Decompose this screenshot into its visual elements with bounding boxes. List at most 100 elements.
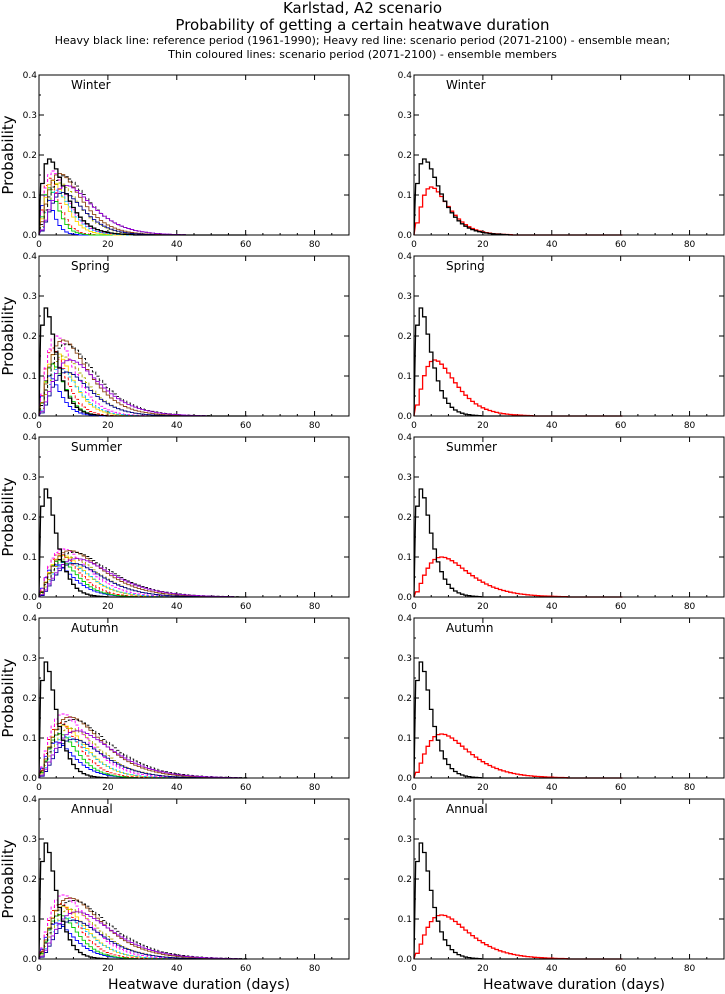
ensemble-member-line: [38, 367, 248, 417]
x-tick-label: 60: [615, 240, 627, 250]
y-tick-label: 0.0: [23, 593, 38, 603]
panel-summer-members: 0 20 40 60 80 0.0 0.1 0.2 0.3 0.4 Summer Probabilit…: [0, 433, 350, 612]
y-axis-label: Probability: [0, 839, 17, 918]
y-axis-label: Probability: [0, 477, 17, 556]
x-tick-label: 40: [546, 964, 558, 974]
ensemble-member-line: [38, 556, 248, 598]
reference-line: [413, 842, 623, 960]
scenario-mean-line: [413, 556, 623, 598]
y-tick-label: 0.2: [398, 875, 412, 885]
y-tick-label: 0.3: [398, 835, 412, 845]
y-tick-label: 0.0: [23, 774, 38, 784]
x-tick-label: 80: [684, 421, 696, 431]
y-tick-label: 0.1: [398, 734, 412, 744]
x-tick-label: 60: [615, 783, 627, 793]
x-tick-label: 80: [309, 783, 321, 793]
x-tick-label: 80: [684, 602, 696, 612]
x-tick-label: 20: [477, 602, 489, 612]
ensemble-member-line: [38, 911, 248, 960]
panel-spring-mean: 0 20 40 60 80 0.0 0.1 0.2 0.3 0.4 Spring: [398, 252, 725, 431]
x-tick-label: 0: [36, 240, 42, 250]
x-tick-label: 20: [477, 421, 489, 431]
x-tick-label: 80: [309, 421, 321, 431]
y-tick-label: 0.0: [23, 955, 38, 965]
y-tick-label: 0.4: [398, 795, 413, 805]
y-tick-label: 0.2: [398, 332, 412, 342]
x-tick-label: 40: [171, 240, 183, 250]
y-tick-label: 0.4: [23, 71, 38, 81]
plot-frame: [413, 617, 725, 779]
ensemble-member-line: [38, 363, 248, 417]
figure-title: Karlstad, A2 scenario: [282, 0, 443, 17]
y-tick-label: 0.1: [23, 191, 37, 201]
y-tick-label: 0.3: [23, 292, 37, 302]
x-tick-label: 60: [240, 783, 252, 793]
ensemble-member-line: [38, 905, 248, 960]
y-tick-label: 0.0: [398, 774, 413, 784]
ensemble-member-line: [38, 172, 248, 236]
ensemble-member-line: [38, 180, 248, 236]
season-label: Spring: [71, 259, 110, 273]
reference-line: [38, 661, 248, 779]
reference-line: [413, 661, 623, 779]
x-tick-label: 80: [684, 783, 696, 793]
ensemble-member-line: [38, 182, 248, 236]
season-label: Summer: [446, 440, 497, 454]
x-tick-label: 80: [309, 602, 321, 612]
y-tick-label: 0.2: [398, 151, 412, 161]
x-tick-label: 40: [546, 421, 558, 431]
ensemble-member-line: [38, 335, 248, 417]
x-tick-label: 0: [36, 421, 42, 431]
x-tick-label: 0: [36, 964, 42, 974]
panel-annual-mean: 0 20 40 60 80 0.0 0.1 0.2 0.3 0.4 Annual Heatwave d…: [398, 795, 725, 993]
y-tick-label: 0.1: [23, 915, 37, 925]
scenario-mean-line: [413, 914, 623, 960]
ensemble-member-line: [38, 716, 248, 779]
season-label: Summer: [71, 440, 122, 454]
y-tick-label: 0.3: [398, 473, 412, 483]
y-tick-label: 0.4: [398, 614, 413, 624]
x-tick-label: 80: [309, 964, 321, 974]
y-tick-label: 0.0: [398, 231, 413, 241]
ensemble-member-line: [38, 897, 248, 960]
y-tick-label: 0.3: [398, 292, 412, 302]
plot-frame: [413, 798, 725, 960]
panel-spring-members: 0 20 40 60 80 0.0 0.1 0.2 0.3 0.4 Spring Probabilit…: [0, 252, 350, 431]
legend-note-line-1: Heavy black line: reference period (1961…: [54, 34, 671, 47]
reference-line: [38, 488, 248, 598]
y-tick-label: 0.1: [398, 915, 412, 925]
x-tick-label: 40: [546, 602, 558, 612]
scenario-mean-line: [413, 186, 623, 236]
y-tick-label: 0.2: [23, 513, 37, 523]
scenario-mean-line: [413, 733, 623, 779]
season-label: Annual: [446, 802, 488, 816]
reference-line: [413, 307, 623, 417]
x-tick-label: 20: [102, 240, 114, 250]
y-tick-label: 0.0: [398, 412, 413, 422]
y-tick-label: 0.2: [23, 151, 37, 161]
x-tick-label: 20: [102, 783, 114, 793]
y-tick-label: 0.2: [23, 332, 37, 342]
y-tick-label: 0.3: [398, 654, 412, 664]
x-tick-label: 20: [477, 783, 489, 793]
y-tick-label: 0.3: [23, 835, 37, 845]
ensemble-member-line: [38, 359, 248, 417]
ensemble-member-line: [38, 914, 248, 960]
ensemble-member-line: [38, 558, 248, 598]
ensemble-member-line: [38, 343, 248, 417]
season-label: Autumn: [446, 621, 493, 635]
ensemble-member-line: [38, 730, 248, 779]
x-tick-label: 20: [477, 240, 489, 250]
ensemble-member-line: [38, 562, 248, 598]
panel-autumn-members: 0 20 40 60 80 0.0 0.1 0.2 0.3 0.4 Autumn Probabilit…: [0, 614, 350, 793]
scenario-mean-line: [413, 359, 623, 417]
y-tick-label: 0.1: [23, 372, 37, 382]
x-tick-label: 20: [477, 964, 489, 974]
x-tick-label: 0: [411, 964, 417, 974]
y-tick-label: 0.0: [398, 593, 413, 603]
ensemble-member-line: [38, 347, 248, 417]
ensemble-member-line: [38, 721, 248, 779]
y-tick-label: 0.2: [398, 694, 412, 704]
ensemble-member-line: [38, 724, 248, 779]
